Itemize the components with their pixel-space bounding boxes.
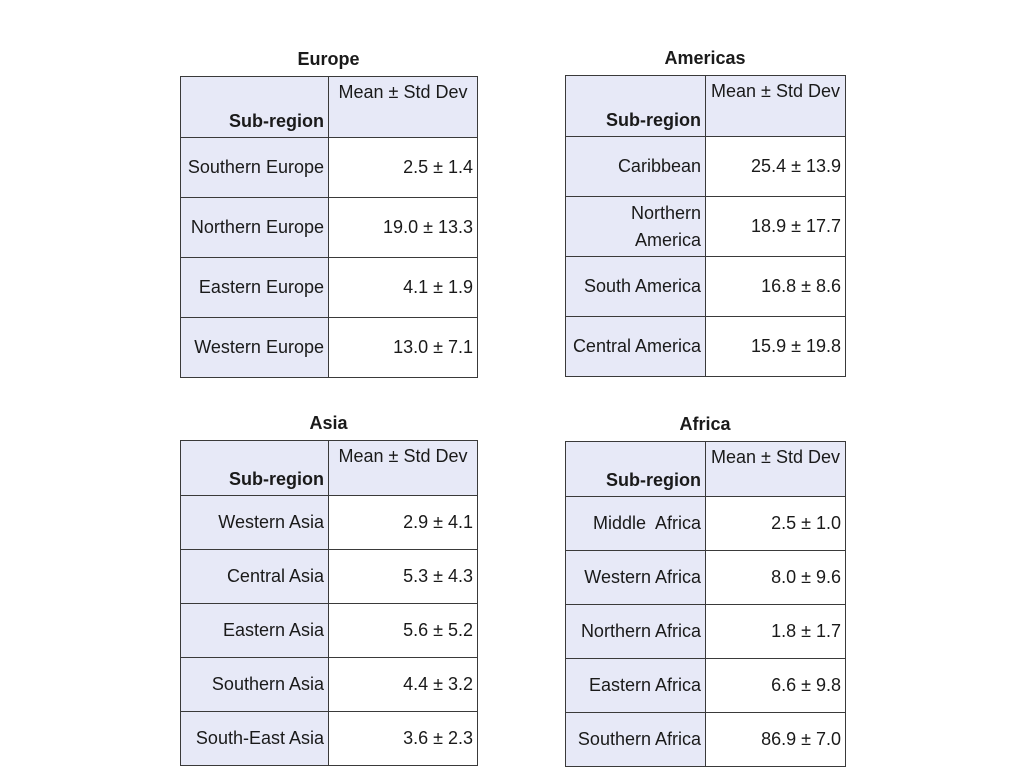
subregion-column-header: Sub-region <box>180 440 329 496</box>
subregion-cell: Caribbean <box>565 136 706 197</box>
americas-title: Americas <box>664 48 746 68</box>
asia-table: Sub-region Mean ± Std Dev Western Asia 2… <box>180 440 478 766</box>
table-header-row: Sub-region Mean ± Std Dev <box>180 76 478 138</box>
value-cell: 2.9 ± 4.1 <box>328 495 478 550</box>
table-row: Western Asia 2.9 ± 4.1 <box>180 495 478 550</box>
table-row: Southern Africa 86.9 ± 7.0 <box>565 712 846 767</box>
table-row: Western Europe 13.0 ± 7.1 <box>180 317 478 378</box>
subregion-cell: Northern America <box>565 196 706 257</box>
subregion-cell: Northern Europe <box>180 197 329 258</box>
subregion-cell: Northern Africa <box>565 604 706 659</box>
table-row: Caribbean 25.4 ± 13.9 <box>565 136 846 197</box>
table-row: Southern Asia 4.4 ± 3.2 <box>180 657 478 712</box>
value-cell: 3.6 ± 2.3 <box>328 711 478 766</box>
subregion-cell: Eastern Africa <box>565 658 706 713</box>
subregion-cell: South America <box>565 256 706 317</box>
value-cell: 25.4 ± 13.9 <box>705 136 846 197</box>
value-cell: 8.0 ± 9.6 <box>705 550 846 605</box>
table-row: Eastern Asia 5.6 ± 5.2 <box>180 603 478 658</box>
value-cell: 18.9 ± 17.7 <box>705 196 846 257</box>
subregion-column-header: Sub-region <box>180 76 329 138</box>
table-header-row: Sub-region Mean ± Std Dev <box>565 75 846 137</box>
mean-std-column-header: Mean ± Std Dev <box>705 75 846 137</box>
value-cell: 13.0 ± 7.1 <box>328 317 478 378</box>
subregion-cell: Western Asia <box>180 495 329 550</box>
table-row: Southern Europe 2.5 ± 1.4 <box>180 137 478 198</box>
value-cell: 15.9 ± 19.8 <box>705 316 846 377</box>
subregion-cell: Middle Africa <box>565 496 706 551</box>
africa-title: Africa <box>679 414 731 434</box>
europe-title: Europe <box>297 49 360 69</box>
subregion-cell: Southern Europe <box>180 137 329 198</box>
mean-std-column-header: Mean ± Std Dev <box>705 441 846 497</box>
table-header-row: Sub-region Mean ± Std Dev <box>180 440 478 496</box>
value-cell: 4.1 ± 1.9 <box>328 257 478 318</box>
africa-table: Sub-region Mean ± Std Dev Middle Africa … <box>565 441 846 767</box>
value-cell: 1.8 ± 1.7 <box>705 604 846 659</box>
value-cell: 19.0 ± 13.3 <box>328 197 478 258</box>
table-row: Eastern Europe 4.1 ± 1.9 <box>180 257 478 318</box>
table-row: Northern Africa 1.8 ± 1.7 <box>565 604 846 659</box>
subregion-cell: Southern Asia <box>180 657 329 712</box>
table-row: South-East Asia 3.6 ± 2.3 <box>180 711 478 766</box>
subregion-cell: Western Africa <box>565 550 706 605</box>
table-row: South America 16.8 ± 8.6 <box>565 256 846 317</box>
mean-std-column-header: Mean ± Std Dev <box>328 76 478 138</box>
table-row: Middle Africa 2.5 ± 1.0 <box>565 496 846 551</box>
value-cell: 5.6 ± 5.2 <box>328 603 478 658</box>
americas-table: Sub-region Mean ± Std Dev Caribbean 25.4… <box>565 75 846 377</box>
value-cell: 2.5 ± 1.0 <box>705 496 846 551</box>
subregion-column-header: Sub-region <box>565 441 706 497</box>
table-row: Western Africa 8.0 ± 9.6 <box>565 550 846 605</box>
table-row: Central America 15.9 ± 19.8 <box>565 316 846 377</box>
value-cell: 5.3 ± 4.3 <box>328 549 478 604</box>
subregion-cell: Eastern Asia <box>180 603 329 658</box>
value-cell: 6.6 ± 9.8 <box>705 658 846 713</box>
table-header-row: Sub-region Mean ± Std Dev <box>565 441 846 497</box>
subregion-cell: Central America <box>565 316 706 377</box>
subregion-cell: Southern Africa <box>565 712 706 767</box>
value-cell: 2.5 ± 1.4 <box>328 137 478 198</box>
mean-std-column-header: Mean ± Std Dev <box>328 440 478 496</box>
subregion-cell: Central Asia <box>180 549 329 604</box>
subregion-cell: Western Europe <box>180 317 329 378</box>
value-cell: 4.4 ± 3.2 <box>328 657 478 712</box>
value-cell: 16.8 ± 8.6 <box>705 256 846 317</box>
europe-table: Sub-region Mean ± Std Dev Southern Europ… <box>180 76 478 378</box>
subregion-column-header: Sub-region <box>565 75 706 137</box>
table-row: Northern Europe 19.0 ± 13.3 <box>180 197 478 258</box>
subregion-cell: South-East Asia <box>180 711 329 766</box>
subregion-cell: Eastern Europe <box>180 257 329 318</box>
table-row: Eastern Africa 6.6 ± 9.8 <box>565 658 846 713</box>
value-cell: 86.9 ± 7.0 <box>705 712 846 767</box>
table-row: Central Asia 5.3 ± 4.3 <box>180 549 478 604</box>
asia-title: Asia <box>309 413 348 433</box>
table-row: Northern America 18.9 ± 17.7 <box>565 196 846 257</box>
